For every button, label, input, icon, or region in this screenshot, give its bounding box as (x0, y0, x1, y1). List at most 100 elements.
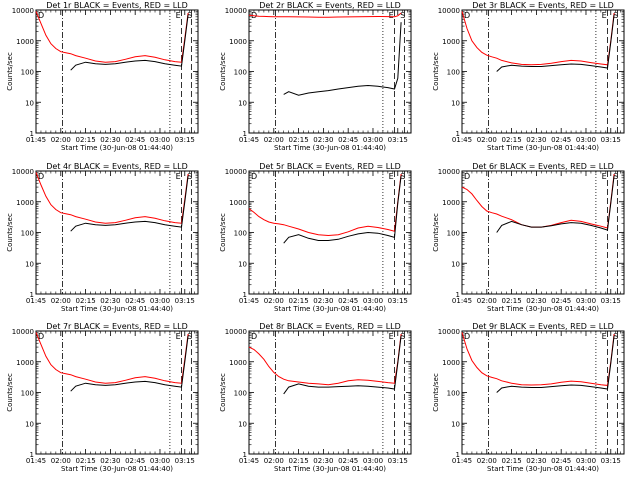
marker-letter-s: S (187, 11, 192, 20)
y-axis-label: Counts/sec (6, 373, 14, 412)
series-line-events (283, 175, 402, 244)
x-tick-label: 02:00 (264, 297, 284, 305)
x-tick-label: 02:30 (100, 136, 120, 144)
x-tick-label: 03:00 (576, 136, 596, 144)
plot-frame (248, 9, 412, 134)
x-tick-label: 03:00 (150, 297, 170, 305)
x-tick-label: 03:15 (388, 297, 408, 305)
x-tick-label: 02:15 (501, 136, 521, 144)
x-axis-label: Start Time (30-Jun-08 01:44:40) (61, 144, 173, 152)
y-tick-label: 10 (238, 260, 247, 268)
plot-frame (35, 170, 199, 295)
x-tick-label: 02:15 (288, 136, 308, 144)
y-axis-label: Counts/sec (432, 213, 440, 252)
x-tick-label: 02:15 (288, 297, 308, 305)
y-tick-label: 10 (25, 260, 34, 268)
y-tick-label: 10 (238, 420, 247, 428)
marker-letter-s: S (613, 11, 618, 20)
plot-frame (461, 170, 625, 295)
marker-letter-e: E (602, 332, 607, 341)
plot-frame (35, 9, 199, 134)
marker-letter-s: S (613, 332, 618, 341)
x-axis-label: Start Time (30-Jun-08 01:44:40) (487, 465, 599, 473)
y-tick-label: 100 (234, 230, 247, 238)
y-axis-label: Counts/sec (6, 213, 14, 252)
x-tick-label: 02:15 (75, 136, 95, 144)
plot-frame (248, 170, 412, 295)
x-tick-label: 03:00 (363, 457, 383, 465)
x-tick-label: 03:15 (388, 136, 408, 144)
y-tick-label: 1000 (16, 359, 34, 367)
y-tick-label: 1 (456, 451, 460, 459)
y-tick-label: 100 (21, 390, 34, 398)
y-tick-label: 1000 (442, 359, 460, 367)
x-tick-label: 02:00 (477, 457, 497, 465)
panel-title: Det 3r BLACK = Events, RED = LLD (472, 1, 614, 10)
panel-title: Det 6r BLACK = Events, RED = LLD (472, 162, 614, 171)
series-line-lld (248, 173, 402, 237)
y-axis-label: Counts/sec (6, 52, 14, 91)
y-tick-label: 10 (238, 99, 247, 107)
series-line-events (70, 175, 189, 232)
y-tick-label: 1000 (442, 38, 460, 46)
panel-title: Det 4r BLACK = Events, RED = LLD (46, 162, 188, 171)
series-line-events (70, 335, 189, 392)
y-tick-label: 10000 (225, 328, 247, 336)
y-tick-label: 1000 (229, 359, 247, 367)
series-line-lld (461, 173, 615, 229)
marker-letter-s: S (187, 172, 192, 181)
y-tick-label: 10000 (438, 328, 460, 336)
x-tick-label: 02:45 (338, 457, 358, 465)
panel-title: Det 5r BLACK = Events, RED = LLD (259, 162, 401, 171)
y-tick-label: 10 (451, 420, 460, 428)
y-tick-label: 1000 (229, 199, 247, 207)
panel-title: Det 1r BLACK = Events, RED = LLD (46, 1, 188, 10)
x-tick-label: 02:45 (125, 136, 145, 144)
x-tick-label: 02:00 (477, 297, 497, 305)
x-axis-label: Start Time (30-Jun-08 01:44:40) (274, 465, 386, 473)
y-tick-label: 1 (243, 130, 247, 138)
y-tick-label: 1 (243, 451, 247, 459)
x-tick-label: 01:45 (239, 136, 259, 144)
x-tick-label: 03:15 (601, 136, 621, 144)
series-line-events (283, 22, 402, 96)
x-tick-label: 02:30 (100, 297, 120, 305)
series-line-events (496, 335, 615, 393)
series-line-events (496, 175, 615, 233)
y-tick-label: 1000 (229, 38, 247, 46)
y-tick-label: 1 (243, 291, 247, 299)
series-line-lld (461, 332, 615, 386)
panel-title: Det 8r BLACK = Events, RED = LLD (259, 322, 401, 331)
x-tick-label: 03:15 (175, 297, 195, 305)
x-tick-label: 03:15 (601, 297, 621, 305)
x-tick-label: 02:15 (501, 457, 521, 465)
x-tick-label: 01:45 (239, 457, 259, 465)
y-tick-label: 100 (447, 390, 460, 398)
marker-letter-e: E (389, 172, 394, 181)
x-axis-label: Start Time (30-Jun-08 01:44:40) (61, 465, 173, 473)
marker-letter-e: E (176, 11, 181, 20)
series-line-lld (35, 11, 189, 63)
marker-letter-e: E (389, 332, 394, 341)
y-tick-label: 10 (25, 99, 34, 107)
marker-letter-d: D (251, 332, 257, 341)
x-tick-label: 02:15 (75, 297, 95, 305)
x-tick-label: 03:15 (388, 457, 408, 465)
marker-letter-s: S (187, 332, 192, 341)
x-tick-label: 02:00 (51, 457, 71, 465)
x-tick-label: 02:00 (477, 136, 497, 144)
panel-det-8: Det 8r BLACK = Events, RED = LLD 1 10 100 10… (219, 322, 412, 473)
x-tick-label: 01:45 (26, 136, 46, 144)
y-tick-label: 1000 (16, 199, 34, 207)
x-tick-label: 02:45 (551, 457, 571, 465)
y-axis-label: Counts/sec (432, 373, 440, 412)
x-tick-label: 03:00 (150, 136, 170, 144)
panel-det-1: Det 1r BLACK = Events, RED = LLD 1 10 100 10… (6, 1, 199, 152)
x-tick-label: 03:00 (576, 457, 596, 465)
marker-letter-d: D (251, 172, 257, 181)
series-line-lld (248, 333, 402, 386)
x-tick-label: 02:45 (125, 297, 145, 305)
y-tick-label: 100 (447, 230, 460, 238)
